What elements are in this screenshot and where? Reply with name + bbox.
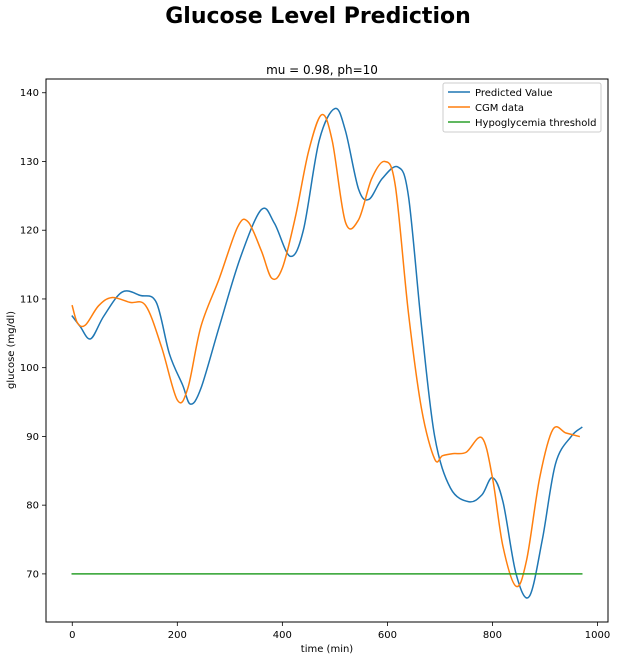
legend-label-cgm: CGM data <box>475 103 524 114</box>
y-tick-label: 140 <box>20 88 39 99</box>
series-predicted-value <box>71 107 583 599</box>
plot-frame <box>45 78 609 623</box>
y-ticks: 70 80 90 100 110 120 130 140 <box>20 88 46 580</box>
x-tick-label: 400 <box>273 630 292 641</box>
x-ticks: 0 200 400 600 800 1000 <box>69 622 610 641</box>
y-tick-label: 90 <box>26 432 39 443</box>
x-tick-label: 600 <box>378 630 397 641</box>
legend-label-threshold: Hypoglycemia threshold <box>475 118 597 129</box>
y-tick-label: 130 <box>20 157 39 168</box>
x-tick-label: 0 <box>69 630 75 641</box>
y-tick-label: 70 <box>26 569 39 580</box>
y-axis-label: glucose (mg/dl) <box>6 311 17 389</box>
series-cgm-data <box>71 113 581 588</box>
legend: Predicted Value CGM data Hypoglycemia th… <box>442 82 602 133</box>
x-tick-label: 200 <box>168 630 187 641</box>
x-tick-label: 1000 <box>585 630 610 641</box>
y-tick-label: 110 <box>20 294 39 305</box>
y-tick-label: 120 <box>20 226 39 237</box>
legend-label-predicted: Predicted Value <box>475 88 553 99</box>
series-layer <box>71 107 583 599</box>
x-axis-label: time (min) <box>301 644 354 655</box>
y-tick-label: 80 <box>26 501 39 512</box>
y-tick-label: 100 <box>20 363 39 374</box>
chart-subtitle: mu = 0.98, ph=10 <box>266 63 378 77</box>
chart-title: Glucose Level Prediction <box>165 4 471 29</box>
legend-box <box>442 82 602 133</box>
x-tick-label: 800 <box>483 630 502 641</box>
